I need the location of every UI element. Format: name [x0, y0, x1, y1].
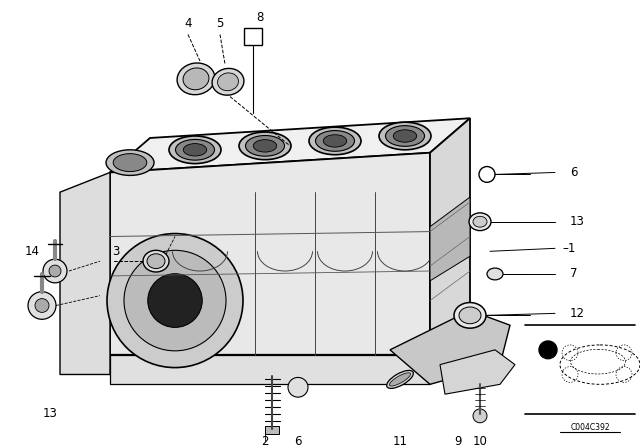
Ellipse shape [183, 144, 207, 156]
Ellipse shape [316, 130, 355, 151]
Ellipse shape [469, 213, 491, 231]
Circle shape [288, 378, 308, 397]
Polygon shape [430, 118, 470, 355]
Polygon shape [440, 350, 515, 394]
Text: 2: 2 [261, 435, 269, 448]
Ellipse shape [487, 268, 503, 280]
Text: 4: 4 [184, 17, 192, 30]
Text: C004C392: C004C392 [570, 423, 610, 432]
Ellipse shape [212, 69, 244, 95]
Circle shape [148, 274, 202, 327]
Ellipse shape [253, 140, 276, 152]
Ellipse shape [169, 136, 221, 164]
Text: 14: 14 [25, 245, 40, 258]
Polygon shape [430, 310, 470, 384]
Ellipse shape [147, 254, 165, 268]
Ellipse shape [379, 122, 431, 150]
Ellipse shape [218, 73, 239, 90]
Ellipse shape [473, 216, 487, 227]
Ellipse shape [106, 150, 154, 176]
Text: 13: 13 [43, 407, 58, 420]
Ellipse shape [239, 132, 291, 159]
Circle shape [35, 299, 49, 312]
Circle shape [43, 259, 67, 283]
Ellipse shape [390, 373, 410, 386]
Ellipse shape [183, 68, 209, 90]
Ellipse shape [385, 125, 424, 146]
Text: –1: –1 [562, 242, 575, 255]
Circle shape [107, 233, 243, 368]
Circle shape [539, 341, 557, 359]
Text: 3: 3 [112, 245, 120, 258]
Text: 9: 9 [454, 435, 461, 448]
Text: 8: 8 [256, 11, 264, 24]
Ellipse shape [459, 307, 481, 324]
Text: 10: 10 [472, 435, 488, 448]
Polygon shape [430, 197, 470, 281]
Text: 7: 7 [570, 267, 577, 280]
Ellipse shape [143, 250, 169, 272]
Ellipse shape [454, 302, 486, 328]
Text: 6: 6 [294, 435, 301, 448]
Ellipse shape [387, 370, 413, 388]
Bar [244, 28, 262, 45]
Text: 11: 11 [392, 435, 408, 448]
Polygon shape [110, 355, 430, 384]
Text: 13: 13 [570, 215, 585, 228]
Ellipse shape [394, 130, 417, 142]
Polygon shape [110, 118, 470, 172]
Text: 6: 6 [570, 166, 577, 179]
Polygon shape [390, 310, 510, 384]
Bar [265, 426, 279, 434]
Circle shape [473, 409, 487, 423]
Ellipse shape [309, 127, 361, 155]
Ellipse shape [113, 154, 147, 172]
Polygon shape [60, 172, 110, 375]
Circle shape [28, 292, 56, 319]
Polygon shape [110, 153, 430, 355]
Ellipse shape [323, 135, 347, 147]
Ellipse shape [175, 139, 214, 160]
Circle shape [124, 250, 226, 351]
Text: 5: 5 [216, 17, 224, 30]
Text: 12: 12 [570, 307, 585, 320]
Circle shape [479, 167, 495, 182]
Circle shape [49, 265, 61, 277]
Ellipse shape [246, 135, 285, 156]
Ellipse shape [177, 63, 215, 95]
